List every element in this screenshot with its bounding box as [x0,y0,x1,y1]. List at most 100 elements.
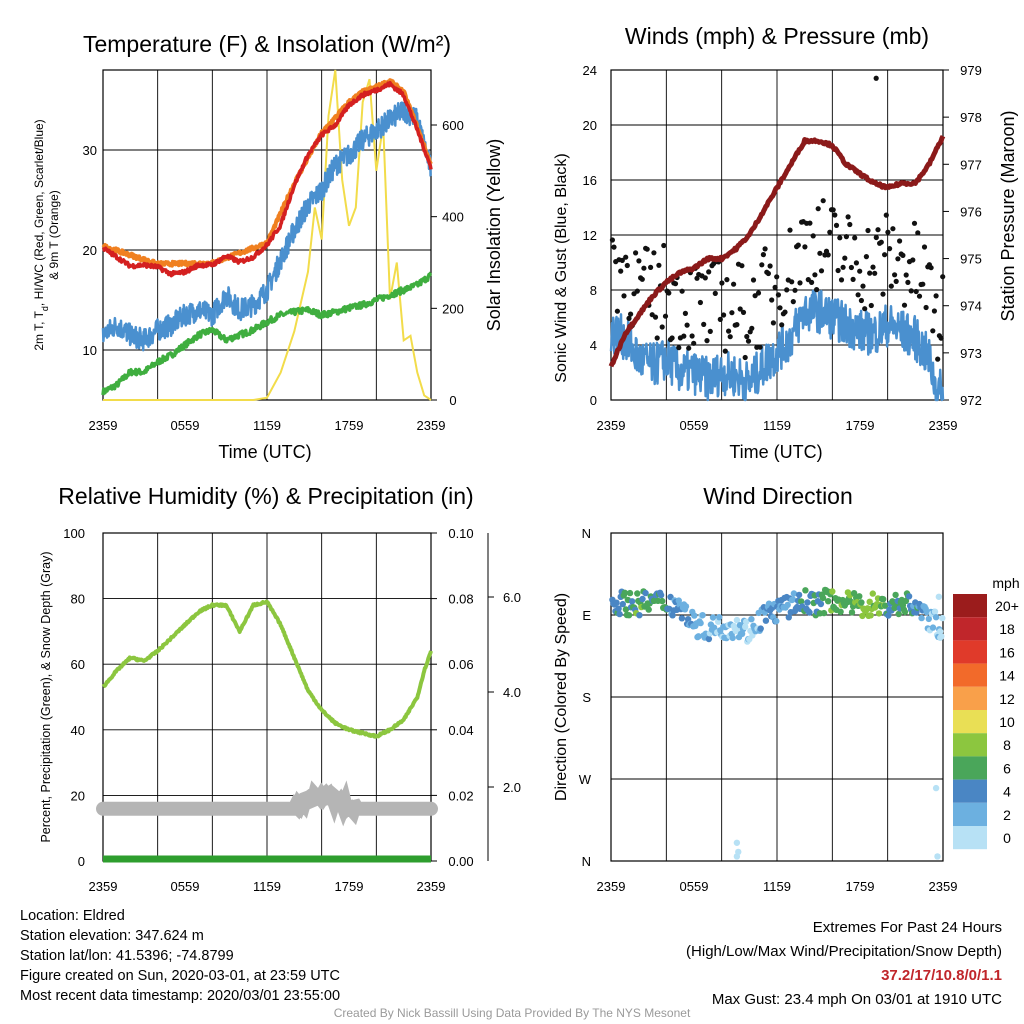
colorbar-label: 18 [999,621,1015,637]
gust-point [633,250,639,256]
gust-point [662,313,669,319]
colorbar-swatch [953,710,987,734]
gust-point [916,293,923,299]
direction-point [615,605,622,612]
direction-point [695,633,702,640]
direction-point [678,615,686,622]
temperature-y-axis-label-line1: 2m T, Td, HI/WC (Red, Green, Scarlet/Blu… [32,119,50,350]
extremes-values: 37.2/17/10.8/0/1.1 [881,967,1002,984]
credit-text: Created By Nick Bassill Using Data Provi… [333,1006,691,1020]
gust-point [790,299,796,305]
gust-point [835,267,841,274]
direction-point [697,619,704,627]
gust-point [682,310,689,316]
gust-point [681,333,687,339]
gust-point [769,297,775,303]
gust-point [833,222,840,228]
extremes-subtitle: (High/Low/Max Wind/Precipitation/Snow De… [686,943,1002,960]
direction-point [875,610,883,617]
colorbar-label: 8 [1003,737,1011,753]
gust-point [697,299,704,306]
direction-point [785,614,792,621]
direction-point [935,593,943,600]
gust-point [727,334,733,340]
gust-point [641,265,647,271]
insolation-y-tick-label: 200 [442,301,464,316]
station-pressure-series-line [608,134,946,368]
colorbar-swatch [953,640,987,664]
gust-point [774,274,780,280]
gust-point [745,338,752,344]
gust-point [729,310,735,316]
pressure-y-tick-label: 974 [960,299,982,314]
colorbar-label: 0 [1003,830,1011,846]
direction-point [716,614,723,621]
gust-point [825,252,831,258]
gust-point [737,306,743,312]
humidity-y-tick-label: 100 [63,526,85,541]
gust-point [915,230,921,236]
direction-point [733,839,741,846]
gust-point [843,234,850,240]
gust-point [676,345,682,351]
elevation-text: Station elevation: 347.624 m [20,928,204,944]
direction-point [621,589,628,596]
gust-point [848,264,855,271]
direction-point [939,614,946,622]
gust-point [933,293,939,299]
pressure-y-tick-label: 979 [960,63,982,78]
precip-y-tick-label: 0.06 [448,657,473,672]
colorbar-swatch [953,826,987,850]
direction-point [705,635,713,643]
gust-point [850,276,856,282]
latlon-text: Station lat/lon: 41.5396; -74.8799 [20,948,234,964]
gust-point [719,280,725,286]
gust-point [817,250,823,256]
gust-point [928,265,934,271]
gust-point [827,229,833,235]
direction-point [858,599,865,606]
gust-point [921,244,928,250]
gust-point [712,290,718,296]
gust-point [880,291,886,297]
direction-point [931,608,939,615]
gust-point [852,235,858,241]
gust-point [619,257,625,263]
winds-y-tick-label: 24 [583,63,597,78]
direction-point [866,598,873,605]
gust-point [940,274,946,280]
gust-point [648,264,654,270]
gust-point [762,246,768,252]
direction-point [628,598,636,605]
direction-point [804,599,811,606]
direction-point [729,634,736,642]
snow-depth-y-tick-label: 6.0 [503,590,521,605]
direction-point [901,608,909,616]
gust-point [628,311,634,317]
direction-point [885,612,892,619]
direction-x-tick-label: 1159 [763,879,791,894]
humidity-y-tick-label: 20 [71,788,85,803]
colorbar-title: mph [992,575,1019,591]
direction-point [757,625,764,632]
max-gust-point [873,75,879,81]
gust-point [911,220,918,226]
humidity-x-tick-label: 2359 [417,879,446,894]
gust-point [618,268,624,274]
gust-point [900,252,906,258]
gust-point [905,279,911,285]
gust-point [847,221,853,228]
gust-point [611,244,617,250]
gust-point [870,264,876,270]
direction-y-tick-label: N [582,854,591,869]
precip-y-tick-label: 0.04 [448,723,473,738]
precip-y-tick-label: 0.08 [448,592,473,607]
pressure-y-tick-label: 972 [960,393,982,408]
gust-point [814,287,820,293]
station-info: Location: Eldred Station elevation: 347.… [20,906,340,1006]
gust-point [840,264,846,270]
gust-point [691,340,697,346]
gust-point [903,272,909,278]
gust-point [731,281,737,287]
direction-point [819,594,827,602]
